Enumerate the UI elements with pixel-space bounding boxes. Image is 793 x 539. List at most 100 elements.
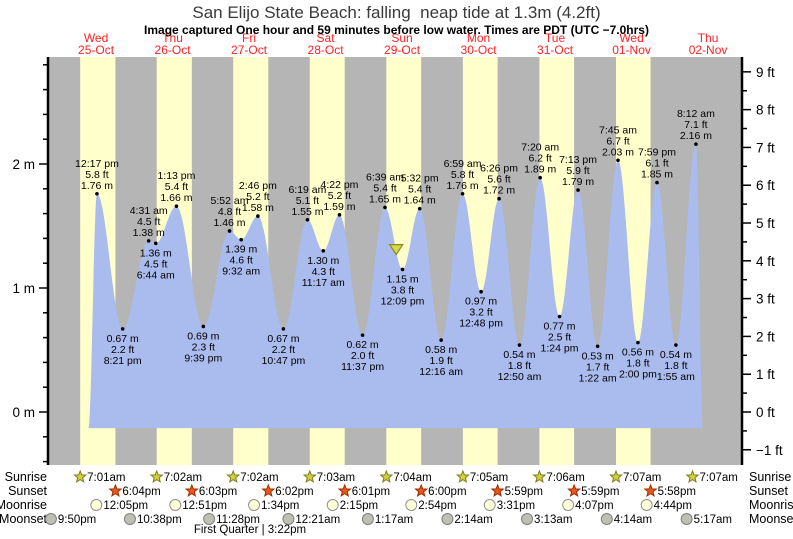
- tide-extreme-label: 1.76 m: [447, 180, 479, 192]
- tide-extreme-label: 1.8 ft: [508, 360, 531, 372]
- right-axis-label: 5 ft: [756, 216, 775, 231]
- sunrise-icon: [149, 469, 164, 484]
- moonset-time: 3:13am: [534, 514, 572, 526]
- moonset-icon: [521, 513, 534, 525]
- tide-extreme-label: 7:20 am: [521, 142, 559, 154]
- right-axis-label: 1 ft: [756, 367, 775, 382]
- tide-extreme-label: 0.97 m: [465, 296, 497, 308]
- tide-extreme-label: 2.3 ft: [192, 341, 215, 353]
- right-axis-label: 7 ft: [756, 140, 775, 155]
- moonrise-time: 2:54pm: [418, 500, 456, 512]
- tide-extreme-label: 2:46 pm: [239, 180, 277, 192]
- tide-extreme-label: 9:32 am: [222, 266, 260, 278]
- moonset-time: 2:14am: [454, 514, 492, 526]
- tide-extreme-label: 5.4 ft: [165, 181, 188, 193]
- moonrise-icon: [248, 499, 261, 511]
- sunrise-time: 7:02am: [164, 472, 202, 484]
- day-name-label: Fri: [242, 31, 256, 45]
- moonrise-icon: [90, 499, 103, 511]
- tide-extreme-label: 12:48 pm: [459, 318, 503, 330]
- tide-extreme-dot: [146, 239, 151, 243]
- tide-extreme-label: 1:24 pm: [541, 343, 579, 355]
- tide-extreme-dot: [383, 205, 387, 210]
- almanac-row-label-left: Sunset: [8, 484, 47, 498]
- tide-extreme-label: 0.58 m: [425, 344, 457, 356]
- right-axis-label: 4 ft: [756, 254, 775, 269]
- tide-extreme-label: 1.66 m: [160, 192, 192, 204]
- left-axis-label: 1 m: [12, 281, 35, 296]
- tide-extreme-label: 4:22 pm: [320, 179, 358, 191]
- tide-extreme-label: 11:37 pm: [341, 361, 384, 373]
- page-title: San Elijo State Beach: falling neap tide…: [192, 3, 601, 22]
- tide-extreme-dot: [595, 344, 600, 349]
- tide-extreme-label: 1.58 m: [242, 202, 274, 214]
- tide-extreme-dot: [305, 218, 310, 222]
- moonset-time: 12:21am: [295, 514, 340, 526]
- sunrise-icon: [532, 469, 547, 484]
- tide-extreme-label: 0.62 m: [347, 339, 379, 351]
- day-date-label: 31-Oct: [537, 43, 574, 57]
- tide-extreme-dot: [576, 188, 580, 192]
- tide-extreme-label: 5:32 pm: [401, 173, 439, 185]
- tide-extreme-label: 2.2 ft: [272, 344, 295, 356]
- tide-extreme-label: 12:50 am: [498, 371, 542, 383]
- tide-extreme-label: 0.54 m: [660, 349, 692, 361]
- tide-extreme-label: 6.7 ft: [606, 135, 629, 147]
- almanac-row-label-right: Sunset: [749, 484, 788, 498]
- moonrise-time: 4:07pm: [575, 500, 613, 512]
- tide-extreme-label: 0.67 m: [107, 333, 139, 345]
- tide-extreme-label: 7:59 pm: [638, 147, 676, 159]
- moonrise-time: 2:15pm: [340, 500, 378, 512]
- moonrise-icon: [483, 499, 496, 511]
- day-name-label: Thu: [162, 31, 183, 45]
- moonrise-time: 3:31pm: [497, 500, 535, 512]
- almanac-row-label-right: Sunrise: [749, 470, 791, 484]
- moonset-icon: [123, 513, 136, 525]
- sunset-time: 6:03pm: [199, 486, 237, 498]
- tide-extreme-dot: [360, 333, 365, 337]
- sunrise-time: 7:02am: [240, 472, 278, 484]
- sunrise-icon: [455, 469, 470, 484]
- moonset-icon: [282, 513, 295, 525]
- tide-extreme-label: 8:12 am: [677, 108, 715, 120]
- sunrise-time: 7:07am: [699, 472, 737, 484]
- moonset-icon: [680, 513, 693, 525]
- sunrise-icon: [685, 469, 700, 484]
- almanac-row-label-right: Moonset: [749, 512, 793, 526]
- tide-extreme-label: 12:17 pm: [75, 158, 119, 170]
- tide-extreme-label: 8:21 pm: [104, 355, 142, 367]
- day-date-label: 30-Oct: [461, 43, 498, 57]
- tide-extreme-dot: [120, 327, 125, 331]
- right-axis-label: 6 ft: [756, 178, 775, 193]
- sunset-icon: [261, 483, 276, 498]
- tide-extreme-label: 0.53 m: [582, 350, 614, 362]
- tide-extreme-label: 1:22 am: [579, 372, 617, 384]
- tide-extreme-dot: [460, 191, 465, 196]
- day-name-label: Sat: [317, 31, 336, 45]
- tide-extreme-label: 4.5 ft: [144, 258, 167, 270]
- tide-extreme-label: 6.1 ft: [645, 158, 668, 170]
- tide-extreme-label: 0.54 m: [503, 349, 535, 361]
- day-date-label: 01-Nov: [612, 43, 651, 57]
- tide-extreme-dot: [227, 229, 232, 233]
- day-date-label: 02-Nov: [689, 43, 728, 57]
- tide-extreme-label: 1.8 ft: [626, 358, 649, 370]
- tide-extreme-label: 5.9 ft: [566, 165, 589, 177]
- tide-extreme-label: 4.3 ft: [312, 266, 335, 278]
- tide-extreme-dot: [153, 241, 158, 246]
- moonset-time: 5:17am: [694, 514, 732, 526]
- sunset-time: 6:01pm: [352, 486, 390, 498]
- sunset-icon: [337, 483, 352, 498]
- tide-extreme-label: 0.67 m: [267, 333, 299, 345]
- day-name-label: Sun: [391, 31, 412, 45]
- tide-extreme-label: 5.1 ft: [296, 195, 319, 207]
- tide-extreme-label: 7:13 pm: [559, 154, 597, 166]
- tide-extreme-label: 1:55 am: [657, 371, 695, 383]
- sunrise-icon: [73, 469, 88, 484]
- sunset-icon: [184, 483, 199, 498]
- tide-extreme-label: 2.5 ft: [548, 332, 571, 344]
- tide-extreme-label: 0.77 m: [543, 321, 575, 333]
- tide-extreme-label: 10:47 pm: [262, 355, 306, 367]
- page-subtitle: Image captured One hour and 59 minutes b…: [144, 23, 649, 37]
